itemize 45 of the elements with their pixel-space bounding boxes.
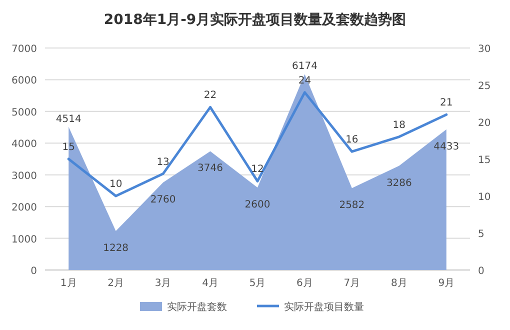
data-label: 3746 <box>198 163 224 174</box>
y-tick-label: 6000 <box>12 76 37 87</box>
data-label: 6174 <box>292 61 318 72</box>
y-tick-label: 1000 <box>12 234 37 246</box>
legend-label: 实际开盘套数 <box>167 301 227 313</box>
legend-label: 实际开盘项目数量 <box>284 301 364 313</box>
data-label: 22 <box>204 90 217 102</box>
data-label: 4433 <box>434 141 460 152</box>
y2-tick-label: 20 <box>478 118 491 129</box>
data-label: 10 <box>109 179 122 190</box>
y2-tick-label: 25 <box>478 81 491 92</box>
data-label: 2760 <box>150 194 176 206</box>
y-tick-label: 3000 <box>12 170 37 182</box>
x-tick-label: 6月 <box>296 278 313 289</box>
y-tick-label: 0 <box>30 266 37 277</box>
x-tick-label: 7月 <box>344 278 360 289</box>
y2-tick-label: 0 <box>478 266 484 277</box>
x-tick-label: 9月 <box>438 278 455 289</box>
x-tick-label: 1月 <box>60 278 77 289</box>
data-label: 18 <box>392 120 406 131</box>
x-tick-label: 5月 <box>249 278 266 289</box>
x-tick-label: 2月 <box>108 278 124 289</box>
y2-tick-label: 5 <box>478 229 484 240</box>
y-tick-label: 5000 <box>12 107 37 118</box>
data-label: 13 <box>156 156 170 168</box>
data-label: 15 <box>62 142 75 153</box>
y2-tick-label: 30 <box>478 44 491 55</box>
y-tick-label: 4000 <box>12 139 37 150</box>
x-tick-label: 8月 <box>390 278 408 289</box>
data-label: 21 <box>440 98 453 109</box>
data-label: 16 <box>346 134 358 146</box>
data-label: 24 <box>298 75 312 86</box>
y-tick-label: 7000 <box>12 44 37 55</box>
x-tick-label: 4月 <box>202 278 218 289</box>
y2-tick-label: 15 <box>478 155 491 166</box>
data-label: 1228 <box>103 243 129 254</box>
data-label: 3286 <box>386 178 412 189</box>
x-tick-label: 3月 <box>154 278 172 289</box>
data-label: 2582 <box>339 200 365 212</box>
y-tick-label: 2000 <box>12 202 37 214</box>
data-label: 2600 <box>244 200 270 211</box>
y2-tick-label: 10 <box>478 192 491 203</box>
data-label: 4514 <box>56 114 82 125</box>
data-label: 12 <box>251 164 264 176</box>
chart-title: 2018年1月-9月实际开盘项目数量及套数趋势图 <box>104 11 406 28</box>
